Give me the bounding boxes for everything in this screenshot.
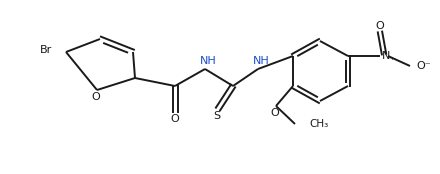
Text: CH₃: CH₃: [309, 119, 328, 129]
Text: O: O: [171, 114, 180, 124]
Text: O: O: [376, 21, 385, 31]
Text: S: S: [213, 111, 220, 121]
Text: O: O: [271, 108, 279, 118]
Text: ⁺: ⁺: [389, 56, 393, 65]
Text: N: N: [382, 51, 390, 61]
Text: Br: Br: [40, 45, 52, 55]
Text: NH: NH: [253, 56, 269, 66]
Text: NH: NH: [200, 56, 216, 66]
Text: O⁻: O⁻: [416, 61, 431, 71]
Text: O: O: [92, 92, 100, 102]
